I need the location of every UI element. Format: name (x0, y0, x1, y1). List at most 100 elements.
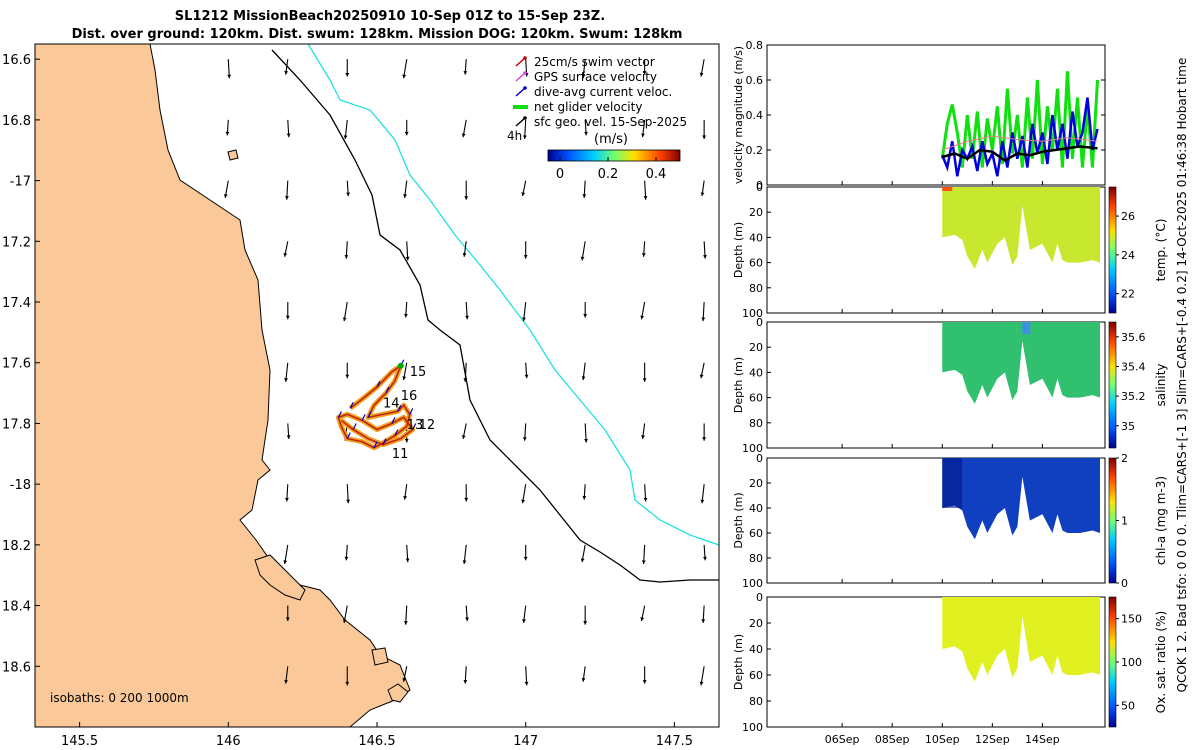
island-magnetic (387, 683, 409, 703)
velocity-vector-head (283, 252, 288, 257)
depth-tick-label: 80 (749, 417, 763, 430)
depth-tick-label: 40 (749, 643, 763, 656)
velocity-vector-head (641, 435, 645, 439)
island-dunk (227, 149, 239, 161)
velocity-vector-head (524, 374, 529, 379)
depth-tick-label: 0 (756, 452, 763, 465)
depth-tick-label: 20 (749, 477, 763, 490)
velocity-vector-head (521, 192, 526, 197)
velocity-vector-head (346, 192, 350, 197)
velocity-vector-head (463, 679, 468, 684)
velocity-vector-head (642, 378, 647, 382)
heatmap-low-chla-patch (942, 458, 963, 508)
velocity-vector-head (463, 71, 468, 75)
velocity-vector-head (641, 560, 646, 564)
map-y-tick-label: -17 (10, 175, 31, 190)
heatmap-low-salinity-patch (1022, 322, 1031, 334)
colorbar-tick-label: 24 (1121, 249, 1135, 262)
track-current-vector (373, 441, 378, 448)
heatmap-data (942, 187, 1100, 269)
velocity-vector-head (581, 74, 586, 79)
depth-tick-label: 80 (749, 695, 763, 708)
heatmap-colorbar (1108, 186, 1117, 314)
velocity-vector-head (284, 70, 289, 75)
velocity-vector-head (702, 135, 707, 139)
colorbar-tick-label: 35.2 (1121, 390, 1146, 403)
map-x-tick-label: 147.5 (656, 734, 693, 749)
colorbar-label: Ox. sat. ratio (%) (1154, 611, 1168, 713)
track-current-vector (361, 414, 366, 421)
colorbar-tick-label: 35.6 (1121, 331, 1146, 344)
velocity-vector-head (699, 681, 704, 686)
velocity-vector-head (284, 378, 288, 382)
velocity-vector-head (580, 558, 585, 563)
depth-tick-label: 100 (742, 577, 763, 590)
velocity-vector-head (584, 438, 588, 443)
track-current-vector (385, 386, 390, 394)
velocity-vector-head (582, 194, 587, 198)
legend-item: dive-avg current veloc. (534, 85, 672, 99)
heatmap-colorbar (1108, 457, 1117, 584)
velocity-vector-head (640, 617, 645, 622)
velocity-series-line (941, 145, 1098, 162)
heatmap-panel-temp: 0 20 40 60 80 100 Depth (m) 22 24 26 temp. (°C) (732, 181, 1168, 320)
legend-marker-head (523, 71, 527, 75)
colorbar-tick-label: 0 (556, 167, 564, 182)
velocity-y-tick-label: 0.8 (746, 39, 764, 52)
legend-item: sfc geo. vel. 15-Sep-2025 (534, 115, 687, 129)
legend-item: 25cm/s swim vector (534, 55, 655, 69)
island-hinchinbrook (254, 554, 306, 601)
colorbar-title: (m/s) (594, 132, 628, 147)
map-y-tick-label: 18.4 (2, 600, 31, 615)
velocity-vector-head (643, 497, 648, 502)
heatmap-data (942, 597, 1100, 682)
track-current-vector (376, 380, 381, 388)
track-current-vector (346, 432, 351, 439)
heatmap-panel-salinity: 0 20 40 60 80 100 Depth (m) 35 35.2 35.4 35.6 salin… (732, 316, 1168, 455)
legend-item: net glider velocity (534, 100, 642, 114)
velocity-vector-head (404, 131, 409, 136)
velocity-vector-head (462, 253, 467, 257)
velocity-vector-head (403, 495, 408, 500)
depth-tick-label: 100 (742, 721, 763, 734)
velocity-vector-head (461, 133, 466, 138)
velocity-vector-head (583, 313, 588, 318)
velocity-vector-head (700, 192, 705, 197)
track-current-vector (337, 411, 342, 418)
map-panel: 145.5 146 146.5 147 147.5 16.6 16.8 -17 17.2 17.… (2, 43, 720, 749)
velocity-vector-head (344, 254, 349, 259)
velocity-vector-head (641, 253, 646, 257)
velocity-vector-head (465, 315, 469, 320)
colorbar-label: temp. (°C) (1154, 219, 1168, 282)
depth-tick-label: 40 (749, 231, 763, 244)
velocity-vector-head (286, 435, 291, 439)
velocity-vector-head (343, 135, 348, 139)
velocity-vector-head (285, 617, 290, 622)
title-line-2: Dist. over ground: 120km. Dist. swum: 12… (72, 27, 683, 42)
land-coastline (35, 44, 411, 727)
isobath-200m (271, 49, 719, 583)
isobath-1000m (307, 44, 719, 546)
island-palm (371, 647, 389, 666)
velocity-vector-head (405, 256, 410, 261)
velocity-ylabel: velocity magnitude (m/s) (732, 46, 745, 184)
velocity-vector-head (701, 317, 706, 322)
velocity-vector-head (464, 497, 469, 502)
velocity-vector-head (700, 499, 705, 504)
depth-ylabel: Depth (m) (732, 634, 745, 690)
heatmap-panel-oxy: 0 20 40 60 80 100 Depth (m) 50 100 150 Ox. sat. ra… (732, 591, 1168, 734)
depth-ylabel: Depth (m) (732, 492, 745, 548)
legend-marker (515, 72, 526, 82)
depth-tick-label: 60 (749, 527, 763, 540)
legend-marker-head (523, 116, 527, 120)
day-label: 16 (401, 389, 418, 404)
track-current-vector (352, 423, 357, 430)
velocity-vector-head (524, 681, 529, 686)
depth-tick-label: 100 (742, 442, 763, 455)
heatmap-colorbar (1108, 596, 1117, 728)
velocity-y-tick-label: 0.6 (746, 74, 764, 87)
velocity-vector-head (699, 374, 704, 379)
velocity-series-line (940, 71, 1099, 168)
title-line-1: SL1212 MissionBeach20250910 10-Sep 01Z t… (175, 9, 605, 24)
